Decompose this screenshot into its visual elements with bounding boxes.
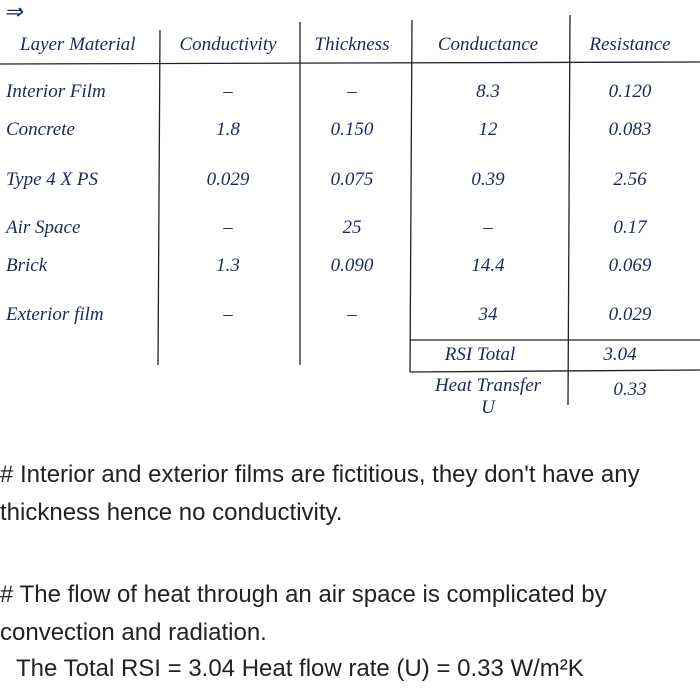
summary-label: RSI Total <box>444 344 516 365</box>
cell: 0.083 <box>608 119 652 140</box>
cell: 0.17 <box>613 217 647 238</box>
note: The Total RSI = 3.04 Heat flow rate (U) … <box>16 655 584 682</box>
cell: – <box>223 217 233 238</box>
cell: 0.39 <box>471 169 505 190</box>
cell: 0.120 <box>608 81 652 102</box>
cell: – <box>223 304 233 325</box>
summary-label: Heat Transfer <box>434 375 542 396</box>
row-label: Concrete <box>6 119 75 140</box>
cell: 0.090 <box>330 255 374 276</box>
row-label: Interior Film <box>6 81 106 102</box>
cell: 0.029 <box>206 169 250 190</box>
column-header: Conductance <box>437 34 539 55</box>
cell: 8.3 <box>476 81 500 102</box>
cell: 12 <box>478 119 498 140</box>
cell: – <box>483 217 493 238</box>
column-header: Layer Material <box>20 34 136 55</box>
arrow: ⇒ <box>4 0 23 24</box>
column-header: Conductivity <box>179 34 277 55</box>
cell: 0.150 <box>330 119 374 140</box>
row-label: Type 4 X PS <box>6 169 98 190</box>
cell: 14.4 <box>471 255 505 276</box>
cell: – <box>347 81 357 102</box>
cell: 2.56 <box>613 169 647 190</box>
cell: 0.069 <box>608 255 652 276</box>
row-label: Air Space <box>6 217 81 238</box>
cell: 1.3 <box>216 255 240 276</box>
summary-sublabel: U <box>481 397 495 418</box>
cell: 1.8 <box>216 119 240 140</box>
column-header: Thickness <box>314 34 390 55</box>
note: # Interior and exterior films are fictit… <box>0 461 640 526</box>
row-label: Brick <box>6 255 48 276</box>
cell: 0.075 <box>330 169 374 190</box>
column-header: Resistance <box>589 34 671 55</box>
summary-value: 3.04 <box>603 344 637 365</box>
cell: 0.029 <box>608 304 652 325</box>
cell: 25 <box>342 217 362 238</box>
note: # The flow of heat through an air space … <box>0 581 607 646</box>
summary-value: 0.33 <box>613 379 647 400</box>
cell: – <box>347 304 357 325</box>
row-label: Exterior film <box>6 304 104 325</box>
cell: – <box>223 81 233 102</box>
cell: 34 <box>478 304 498 325</box>
table-lines <box>0 14 700 406</box>
